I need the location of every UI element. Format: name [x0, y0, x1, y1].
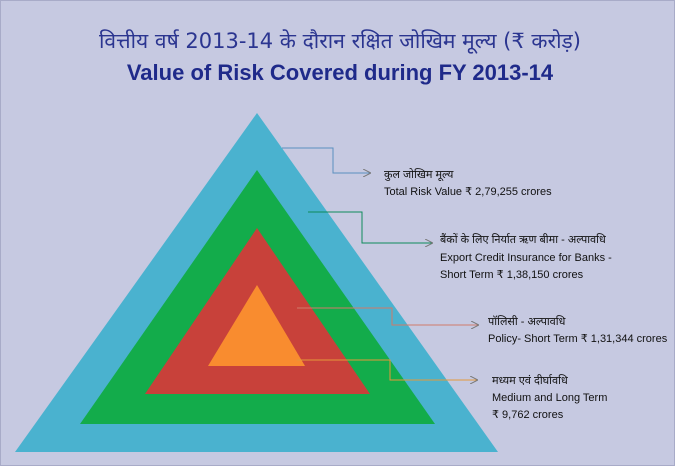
layer-label: Short Term ₹ 1,38,150 crores	[440, 269, 584, 281]
connector	[297, 359, 477, 380]
layer-label-hindi: बैंकों के लिए निर्यात ऋण बीमा - अल्पावधि	[440, 233, 606, 246]
layer-label-hindi: कुल जोखिम मूल्य	[384, 168, 454, 182]
layer-label: Export Credit Insurance for Banks -	[440, 252, 612, 264]
layer-label-hindi: पॉलिसी - अल्पावधि	[488, 315, 566, 328]
connector	[308, 211, 432, 243]
layer-label: Medium and Long Term	[492, 392, 607, 404]
layer-label-hindi: मध्यम एवं दीर्घावधि	[492, 374, 568, 387]
connector	[297, 307, 478, 325]
connector	[282, 147, 370, 173]
title-hindi: वित्तीय वर्ष 2013-14 के दौरान रक्षित जोख…	[99, 29, 581, 54]
title: Value of Risk Covered during FY 2013-14	[127, 60, 554, 85]
layer-label: Total Risk Value ₹ 2,79,255 crores	[384, 186, 552, 198]
layer-label: ₹ 9,762 crores	[492, 409, 564, 421]
layer-label: Policy- Short Term ₹ 1,31,344 crores	[488, 333, 668, 345]
layer-orange	[208, 285, 305, 366]
